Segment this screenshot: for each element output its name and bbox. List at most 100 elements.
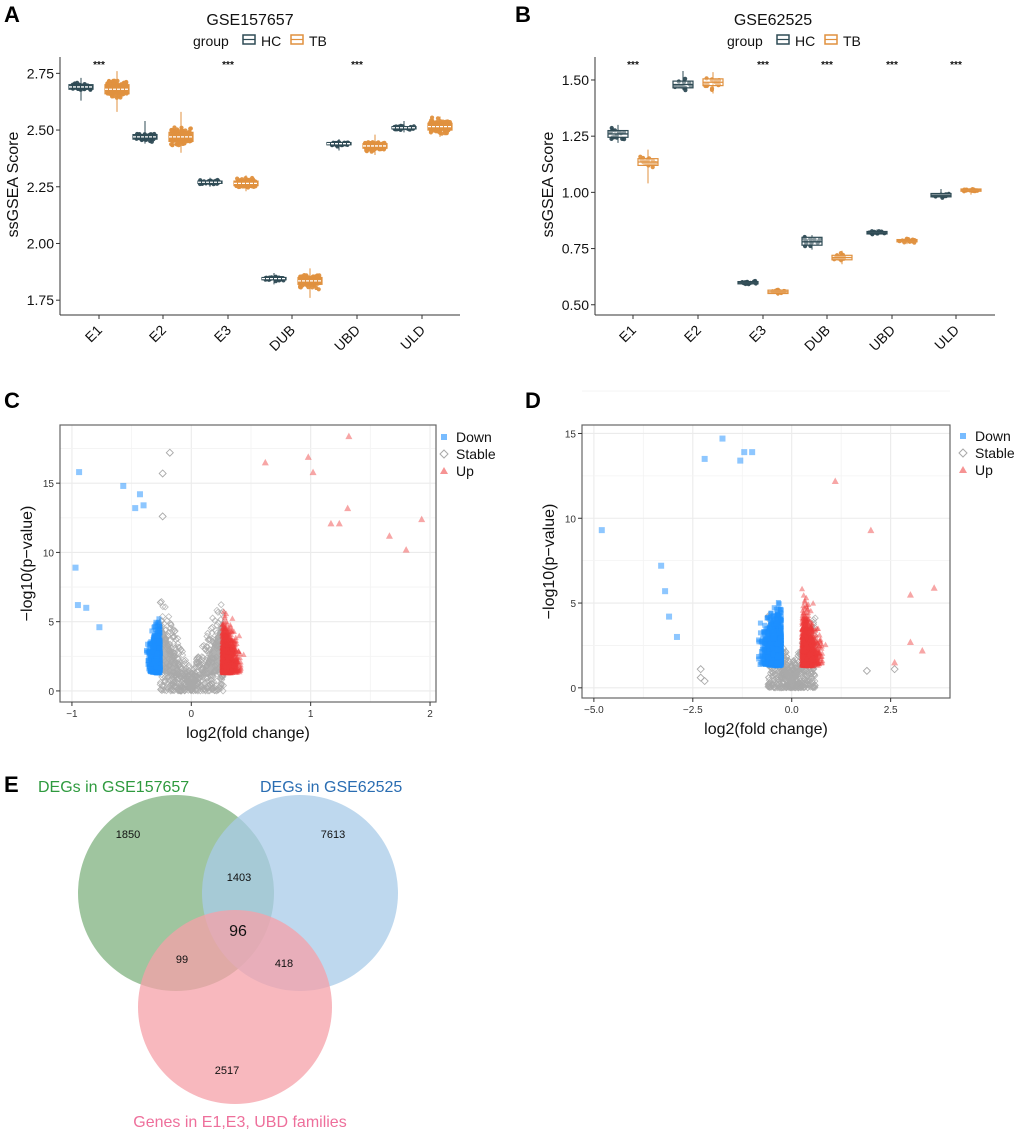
down-point <box>154 621 160 627</box>
box-tb-e3 <box>233 175 259 192</box>
y-tick-label: 1.00 <box>562 184 589 200</box>
down-point <box>151 638 157 644</box>
x-tick-label: DUB <box>266 322 298 354</box>
up-point <box>261 458 269 466</box>
x-tick-label: E1 <box>82 322 106 346</box>
box-tb-e2 <box>168 111 194 153</box>
box-hc-e3 <box>737 278 759 287</box>
down-point <box>76 469 83 476</box>
panel-label-c: C <box>4 388 20 413</box>
y-tick-label: 0.75 <box>562 241 589 257</box>
box-hc-ubd <box>326 139 352 151</box>
up-point <box>229 615 236 621</box>
up-point <box>335 519 343 527</box>
significance-marker: *** <box>757 60 769 71</box>
down-point <box>140 502 147 509</box>
legend-key-up <box>440 467 448 474</box>
up-point <box>385 532 393 539</box>
x-tick-label: DUB <box>801 322 833 354</box>
grid <box>60 425 436 702</box>
y-tick-label: 1.50 <box>562 72 589 88</box>
box-tb-dub <box>831 250 853 265</box>
stable-point <box>158 469 167 478</box>
down-point <box>156 645 162 651</box>
x-tick-label: 2 <box>427 709 433 720</box>
y-tick-label: 0 <box>48 687 54 698</box>
box-tb-e3 <box>767 287 789 296</box>
legend: group HC TB <box>193 33 327 49</box>
box-hc-e2 <box>672 70 694 93</box>
box-tb-ubd <box>362 134 388 156</box>
y-tick-label: 2.50 <box>27 122 54 138</box>
y-tick-label: 1.75 <box>27 292 54 308</box>
legend-title: group <box>727 33 763 49</box>
x-tick-label: E3 <box>211 322 235 346</box>
down-point <box>153 664 159 670</box>
data-point <box>169 142 174 147</box>
stable-point <box>165 613 173 621</box>
box-hc-uld <box>391 120 417 133</box>
data-point <box>124 79 129 85</box>
box-hc-ubd <box>866 229 888 237</box>
data-point <box>75 80 80 85</box>
down-point <box>72 564 79 571</box>
significance-marker: *** <box>950 60 962 71</box>
down-point <box>96 624 103 631</box>
box-tb-dub <box>297 268 323 298</box>
box-hc-dub <box>261 272 287 285</box>
x-axis-label: log2(fold change) <box>186 725 310 742</box>
box-hc-e1 <box>607 124 629 143</box>
box-tb-e1 <box>637 149 659 184</box>
legend-label-tb: TB <box>309 33 327 49</box>
legend-key-down <box>441 434 447 440</box>
x-tick-label: UBD <box>866 322 898 354</box>
points <box>598 435 938 692</box>
box-hc-e1 <box>68 77 94 101</box>
stable-point <box>217 601 225 609</box>
box-tb-e1 <box>104 71 130 112</box>
down-point <box>136 491 143 498</box>
y-tick-label: 2.25 <box>27 179 54 195</box>
down-point <box>151 658 157 664</box>
down-point <box>83 604 90 611</box>
plot-frame <box>59 424 437 703</box>
y-tick-label: 1.25 <box>562 128 589 144</box>
significance-marker: *** <box>222 60 234 71</box>
data-point <box>683 87 688 93</box>
up-point <box>344 504 352 512</box>
significance-marker: *** <box>627 60 639 71</box>
x-tick-label: 1 <box>308 709 314 720</box>
y-tick-label: 5 <box>48 618 54 629</box>
data-point <box>316 287 321 292</box>
legend-label-tb: TB <box>843 33 861 49</box>
legend-label-hc: HC <box>261 33 281 49</box>
data-point <box>364 148 369 153</box>
significance-marker: *** <box>886 60 898 71</box>
y-tick-label: 15 <box>43 479 55 490</box>
up-point <box>345 432 353 440</box>
down-point <box>120 482 127 489</box>
significance-marker: *** <box>351 60 363 71</box>
box-tb-uld <box>427 115 453 137</box>
data-point <box>117 93 122 98</box>
down-point <box>74 602 81 609</box>
box-tb-ubd <box>896 236 918 245</box>
data-point <box>302 273 307 278</box>
x-tick-label: UBD <box>331 322 363 354</box>
legend-label-up: Up <box>456 463 474 479</box>
down-point <box>154 651 160 657</box>
box-hc-e2 <box>132 120 158 144</box>
down-point <box>146 650 152 656</box>
points <box>72 432 426 695</box>
data-point <box>111 94 116 99</box>
panel-label-e: E <box>4 772 19 797</box>
y-axis-label: −log10(p−value) <box>19 506 36 622</box>
chart-title: GSE157657 <box>206 12 293 29</box>
box-hc-e3 <box>197 177 223 187</box>
panel-label-d: D <box>525 388 541 413</box>
x-tick-label: E2 <box>681 322 705 346</box>
legend-title: group <box>193 33 229 49</box>
significance-marker: *** <box>93 60 105 71</box>
box-tb-e2 <box>702 72 724 94</box>
